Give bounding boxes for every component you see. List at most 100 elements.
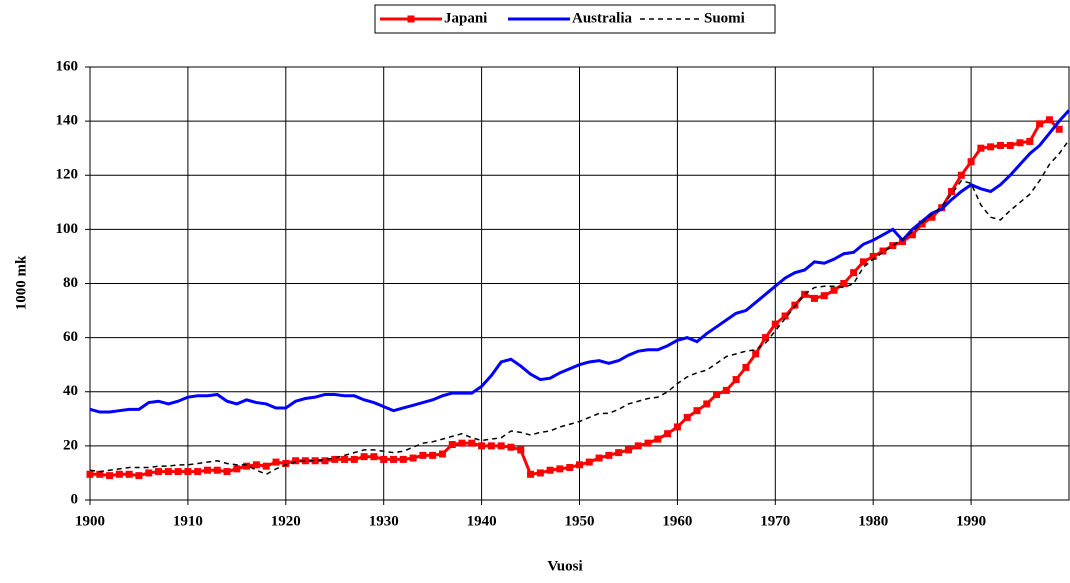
series-marker <box>791 301 799 309</box>
series-marker <box>850 269 858 277</box>
series-marker <box>233 465 241 473</box>
series-marker <box>448 441 456 449</box>
legend-label: Japani <box>444 10 487 26</box>
series-marker <box>585 458 593 466</box>
series-marker <box>341 455 349 463</box>
series-marker <box>194 468 202 476</box>
series-marker <box>164 468 172 476</box>
series-marker <box>830 286 838 294</box>
series-marker <box>967 158 975 166</box>
series-line <box>89 139 1070 476</box>
series-marker <box>301 457 309 465</box>
series-marker <box>203 466 211 474</box>
series-marker <box>820 292 828 300</box>
series-marker <box>517 446 525 454</box>
x-axis-label: Vuosi <box>547 558 582 574</box>
x-tick-label: 1950 <box>565 513 595 529</box>
series-marker <box>213 466 221 474</box>
series-marker <box>350 455 358 463</box>
plot-frame <box>89 66 1070 501</box>
series-marker <box>125 470 133 478</box>
series-marker <box>487 442 495 450</box>
series-marker <box>468 439 476 447</box>
series-marker <box>859 258 867 266</box>
legend-label: Suomi <box>704 10 745 26</box>
series-marker <box>507 443 515 451</box>
series-marker <box>145 469 153 477</box>
series-marker <box>536 469 544 477</box>
series-marker <box>703 400 711 408</box>
x-tick-label: 1910 <box>173 513 203 529</box>
series-marker <box>713 390 721 398</box>
x-tick-label: 1940 <box>467 513 497 529</box>
series-marker <box>996 141 1004 149</box>
x-tick-label: 1980 <box>858 513 888 529</box>
series-marker <box>321 457 329 465</box>
series-marker <box>889 242 897 250</box>
x-tick-label: 1920 <box>271 513 301 529</box>
series-marker <box>566 464 574 472</box>
y-tick-label: 60 <box>63 329 78 345</box>
series-marker <box>918 220 926 228</box>
series-marker <box>360 453 368 461</box>
legend-label: Australia <box>572 10 633 26</box>
y-tick-label: 120 <box>56 167 79 183</box>
series-marker <box>810 294 818 302</box>
series-marker <box>732 376 740 384</box>
series-marker <box>977 144 985 152</box>
series-marker <box>106 472 114 480</box>
series-marker <box>624 446 632 454</box>
series-marker <box>478 442 486 450</box>
series-marker <box>664 430 672 438</box>
series-marker <box>605 451 613 459</box>
series-marker <box>282 459 290 467</box>
series-marker <box>801 290 809 298</box>
series-marker <box>86 470 94 478</box>
series-marker <box>409 454 417 462</box>
y-tick-label: 40 <box>63 383 78 399</box>
series-marker <box>576 461 583 469</box>
series-marker <box>742 363 750 371</box>
x-tick-label: 1990 <box>956 513 986 529</box>
y-tick-label: 100 <box>56 221 79 237</box>
series-marker <box>1026 137 1034 145</box>
y-tick-label: 20 <box>63 437 78 453</box>
series-marker <box>556 465 564 473</box>
series-marker <box>771 320 779 328</box>
series-marker <box>458 439 466 447</box>
y-tick-label: 160 <box>56 58 79 74</box>
series-marker <box>948 187 956 195</box>
series-marker <box>399 455 407 463</box>
series-marker <box>497 442 505 450</box>
series-marker <box>527 470 535 478</box>
series-marker <box>389 455 397 463</box>
series-marker <box>595 454 603 462</box>
series-marker <box>380 455 388 463</box>
series-marker <box>429 451 437 459</box>
series-marker <box>96 470 104 478</box>
x-tick-label: 1930 <box>369 513 399 529</box>
series-marker <box>928 213 936 221</box>
y-tick-label: 0 <box>71 491 79 507</box>
x-tick-label: 1960 <box>662 513 692 529</box>
series-marker <box>908 231 916 239</box>
series-marker <box>1045 116 1053 124</box>
series-marker <box>115 470 123 478</box>
series-marker <box>311 457 319 465</box>
y-tick-label: 80 <box>63 275 78 291</box>
series-marker <box>781 312 789 320</box>
series-marker <box>1006 141 1014 149</box>
series-marker <box>644 439 652 447</box>
series-marker <box>184 468 192 476</box>
series-marker <box>673 423 681 431</box>
series-marker <box>1036 120 1044 128</box>
series-marker <box>683 413 691 421</box>
series-marker <box>762 334 770 342</box>
y-axis-label: 1000 mk <box>13 255 29 310</box>
x-tick-label: 1900 <box>75 513 105 529</box>
series-marker <box>292 457 300 465</box>
series-marker <box>693 407 701 415</box>
series-marker <box>957 171 965 179</box>
series-line <box>90 118 1061 478</box>
series-marker <box>174 468 182 476</box>
